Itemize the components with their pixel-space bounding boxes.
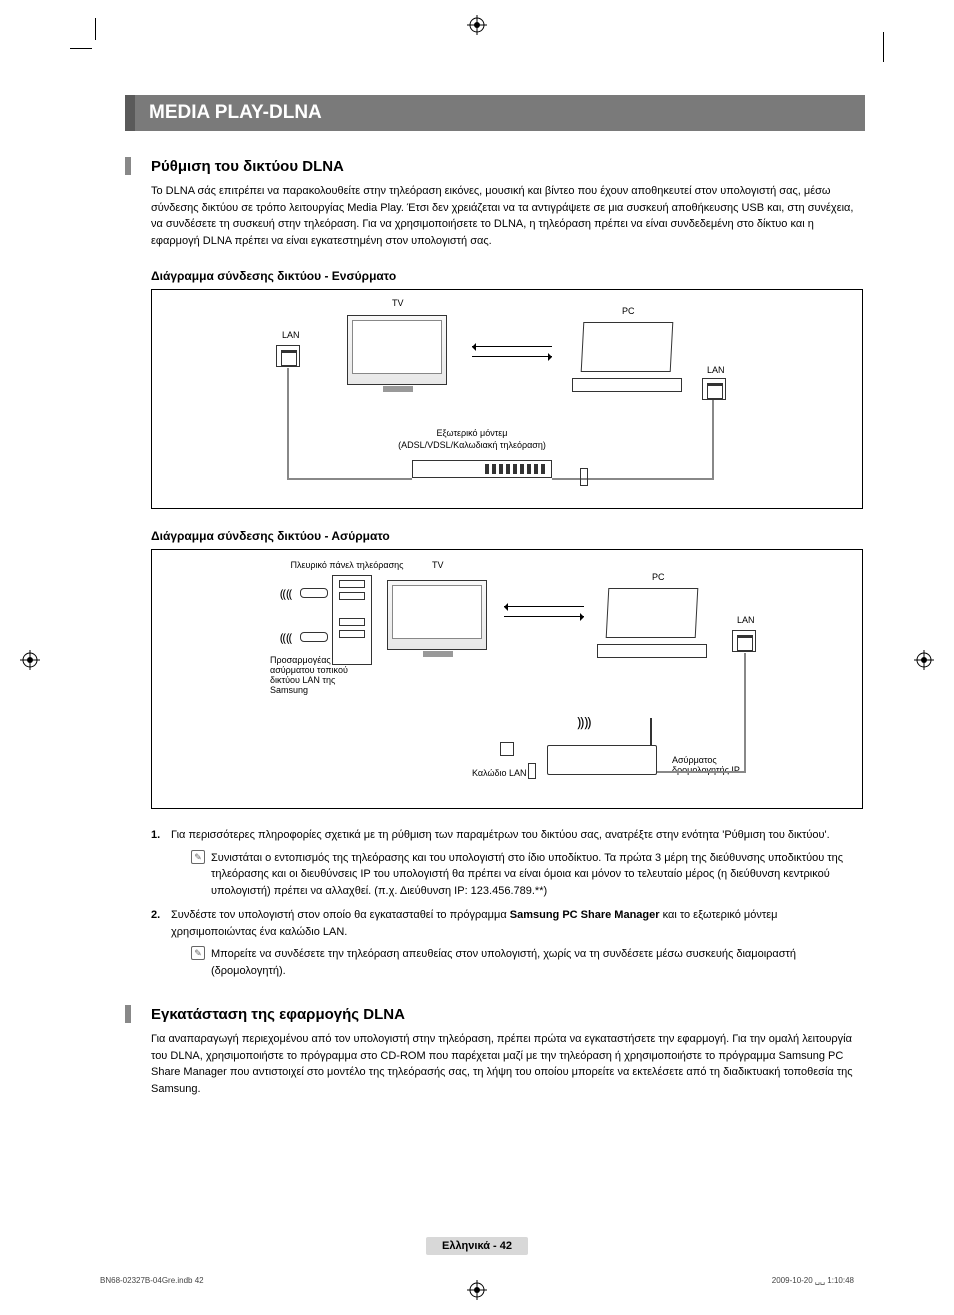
diagram-label: TV	[432, 560, 444, 570]
diagram-label: LAN	[737, 615, 755, 625]
list-number: 1.	[151, 827, 171, 899]
list-text: Συνδέστε τον υπολογιστή στον οποίο θα εγ…	[171, 907, 865, 940]
page-title-bar: MEDIA PLAY-DLNA	[125, 95, 865, 131]
laptop-icon	[572, 322, 682, 392]
note-text: Μπορείτε να συνδέσετε την τηλεόραση απευ…	[211, 946, 865, 979]
list-item: 1. Για περισσότερες πληροφορίες σχετικά …	[151, 827, 865, 899]
section-heading-text: Εγκατάσταση της εφαρμογής DLNA	[151, 1006, 405, 1023]
note: ✎ Συνιστάται ο εντοπισμός της τηλεόρασης…	[191, 850, 865, 900]
crop-mark-icon	[95, 18, 96, 40]
list-item: 2. Συνδέστε τον υπολογιστή στον οποίο θα…	[151, 907, 865, 979]
diagram-label: Προσαρμογέας ασύρματου τοπικού δικτύου L…	[270, 655, 360, 695]
footer-filename: BN68-02327B-04Gre.indb 42	[100, 1276, 204, 1285]
wireless-waves-icon: ⸨⸨	[280, 585, 292, 602]
cable-icon	[287, 478, 412, 480]
crop-mark-icon	[883, 32, 884, 62]
diagram-label: LAN	[282, 330, 300, 340]
wireless-adapter-icon	[300, 632, 328, 642]
arrow-icon	[504, 606, 584, 607]
section-heading: Ρύθμιση του δικτύου DLNA	[125, 157, 865, 175]
registration-mark-icon	[467, 15, 487, 35]
laptop-icon	[597, 588, 707, 658]
cable-icon	[287, 368, 289, 480]
lan-port-icon	[702, 378, 726, 400]
diagram-label: Πλευρικό πάνελ τηλεόρασης	[287, 560, 407, 570]
wireless-router-icon	[547, 745, 657, 775]
registration-mark-icon	[20, 650, 40, 670]
instruction-list: 1. Για περισσότερες πληροφορίες σχετικά …	[151, 827, 865, 979]
diagram-label: Εξωτερικό μόντεμ	[382, 428, 562, 438]
page-number-badge: Ελληνικά - 42	[426, 1237, 528, 1255]
cable-icon	[744, 653, 746, 773]
list-text: Για περισσότερες πληροφορίες σχετικά με …	[171, 827, 865, 844]
cable-icon	[552, 478, 714, 480]
diagram-label: Καλώδιο LAN	[472, 768, 527, 778]
note-icon: ✎	[191, 850, 205, 864]
tv-icon	[347, 315, 447, 385]
diagram-label: PC	[622, 306, 635, 316]
lan-port-icon	[732, 630, 756, 652]
lan-port-icon	[276, 345, 300, 367]
note: ✎ Μπορείτε να συνδέσετε την τηλεόραση απ…	[191, 946, 865, 979]
arrow-icon	[504, 616, 584, 617]
modem-icon	[412, 460, 552, 478]
plug-icon	[528, 763, 536, 779]
tv-icon	[387, 580, 487, 650]
footer-meta: BN68-02327B-04Gre.indb 42 2009-10-20 ␣␣ …	[100, 1276, 854, 1285]
list-number: 2.	[151, 907, 171, 979]
text-bold: Samsung PC Share Manager	[510, 909, 660, 921]
diagram-label: (ADSL/VDSL/Καλωδιακή τηλεόραση)	[382, 440, 562, 450]
page-footer: Ελληνικά - 42	[0, 1237, 954, 1255]
note-icon: ✎	[191, 946, 205, 960]
plug-icon	[580, 468, 588, 486]
diagram-label: PC	[652, 572, 665, 582]
section-heading-text: Ρύθμιση του δικτύου DLNA	[151, 158, 344, 175]
heading-accent-icon	[125, 157, 131, 175]
wireless-waves-icon: ⸨⸨	[280, 629, 292, 646]
tv-side-panel-icon	[332, 575, 372, 665]
page-title: MEDIA PLAY-DLNA	[149, 102, 322, 123]
arrow-icon	[472, 346, 552, 347]
crop-mark-icon	[70, 48, 92, 49]
heading-accent-icon	[125, 1005, 131, 1023]
section-heading: Εγκατάσταση της εφαρμογής DLNA	[125, 1005, 865, 1023]
footer-timestamp: 2009-10-20 ␣␣ 1:10:48	[772, 1276, 854, 1285]
network-diagram-wireless: Πλευρικό πάνελ τηλεόρασης TV PC LAN ⸨⸨ ⸨…	[151, 549, 863, 809]
arrow-icon	[472, 356, 552, 357]
wireless-adapter-icon	[300, 588, 328, 598]
diagram-heading: Διάγραμμα σύνδεσης δικτύου - Ασύρματο	[151, 529, 865, 543]
plug-icon	[500, 742, 514, 756]
text-span: Συνδέστε τον υπολογιστή στον οποίο θα εγ…	[171, 909, 510, 921]
cable-icon	[712, 400, 714, 480]
cable-icon	[657, 771, 746, 773]
registration-mark-icon	[914, 650, 934, 670]
section-intro: Για αναπαραγωγή περιεχομένου από τον υπο…	[151, 1031, 865, 1097]
note-text: Συνιστάται ο εντοπισμός της τηλεόρασης κ…	[211, 850, 865, 900]
diagram-label: LAN	[707, 365, 725, 375]
diagram-label: TV	[392, 298, 404, 308]
network-diagram-wired: TV PC LAN LAN Εξωτερικό μόντεμ (ADSL/VDS…	[151, 289, 863, 509]
wireless-waves-icon: ⸩⸩	[577, 713, 591, 732]
diagram-heading: Διάγραμμα σύνδεσης δικτύου - Ενσύρματο	[151, 269, 865, 283]
section-intro: Το DLNA σάς επιτρέπει να παρακολουθείτε …	[151, 183, 865, 249]
